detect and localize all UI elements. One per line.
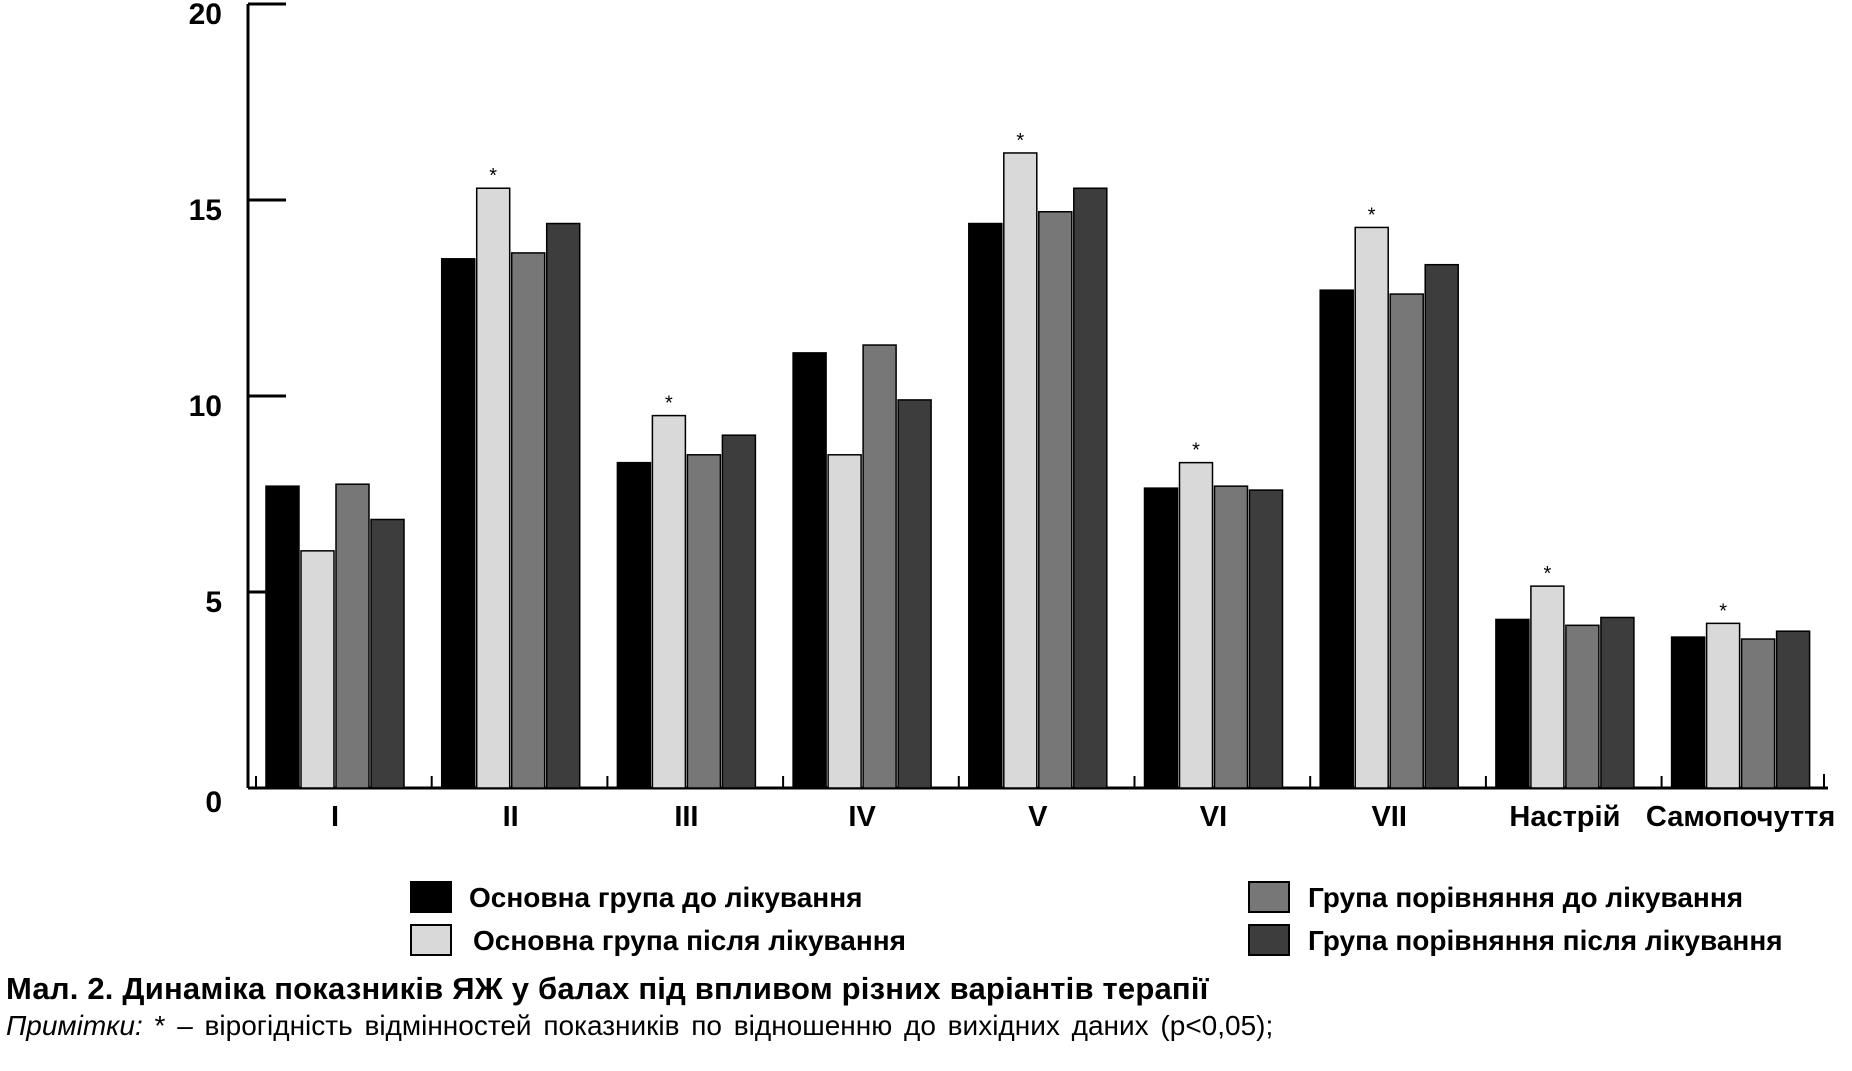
bar (335, 483, 370, 789)
category-label: VII (1371, 801, 1406, 833)
labels: I * II * III IV * V * VI * VII * Настрій * Самопочуття (331, 130, 1835, 833)
bar (1213, 485, 1249, 789)
bar (1143, 487, 1179, 789)
bar (1424, 263, 1459, 789)
bar (1670, 636, 1706, 789)
bar (1038, 211, 1073, 789)
caption-note: Примітки: * – вірогідність відмінностей … (6, 1008, 1846, 1044)
y-tick-label: 10 (189, 390, 222, 423)
bar (545, 222, 581, 789)
legend-label: Група порівняння до лікування (1308, 882, 1743, 913)
bar (1530, 585, 1565, 789)
category-label: II (503, 801, 519, 833)
y-tick-label: 5 (205, 586, 222, 619)
figure-caption: Мал. 2. Динаміка показників ЯЖ у балах п… (6, 970, 1846, 1044)
bar (370, 518, 405, 789)
bar (1565, 624, 1600, 789)
significance-marker: * (1719, 600, 1727, 622)
category-label: I (331, 801, 339, 833)
bar (1600, 616, 1635, 789)
significance-marker: * (1192, 440, 1200, 462)
bar (475, 187, 511, 789)
bar (1740, 638, 1776, 789)
legend: Основна група до лікування Основна група … (410, 881, 1783, 956)
bar (897, 399, 932, 789)
bar (862, 344, 897, 789)
bar (1178, 461, 1214, 789)
bar (1705, 622, 1741, 789)
chart: 0 5 10 15 20 I * II * III IV * V * VI * VII * Настрій * Сам… (189, 0, 1835, 956)
bar (1319, 289, 1354, 789)
caption-note-text: * – вірогідність відмінностей показників… (142, 1010, 1274, 1041)
bar (1775, 630, 1811, 789)
y-tick-label: 20 (189, 0, 222, 31)
bar (265, 485, 300, 789)
bar (510, 252, 546, 789)
caption-note-label: Примітки: (6, 1010, 143, 1041)
legend-swatch (1248, 881, 1290, 913)
bar (440, 258, 476, 789)
category-label: VI (1200, 801, 1227, 833)
significance-marker: * (1544, 563, 1552, 585)
significance-marker: * (1016, 130, 1024, 152)
bar (721, 434, 757, 789)
caption-title: Мал. 2. Динаміка показників ЯЖ у балах п… (6, 971, 1209, 1006)
bar (1354, 226, 1389, 789)
category-label: III (674, 801, 698, 833)
bar (616, 461, 652, 789)
y-tick-label: 0 (205, 786, 222, 819)
bar (827, 454, 862, 789)
significance-marker: * (665, 393, 673, 415)
bar (792, 352, 827, 789)
bar (300, 550, 335, 789)
bar (1495, 618, 1530, 789)
category-label: IV (848, 801, 876, 833)
legend-label: Група порівняння після лікування (1308, 925, 1783, 956)
legend-swatch (410, 924, 452, 956)
bar (1248, 489, 1284, 789)
bar (1389, 293, 1424, 789)
legend-swatch (1248, 924, 1290, 956)
bars (265, 152, 1811, 789)
significance-marker: * (489, 165, 497, 187)
bar (968, 222, 1003, 789)
significance-marker: * (1368, 204, 1376, 226)
legend-label: Основна група до лікування (469, 882, 862, 913)
bar (686, 454, 722, 789)
y-tick-label: 15 (189, 194, 222, 227)
category-label: V (1028, 801, 1048, 833)
legend-label: Основна група після лікування (473, 925, 906, 956)
bar (651, 414, 687, 789)
legend-swatch (410, 881, 452, 913)
bar (1073, 187, 1108, 789)
category-label: Самопочуття (1646, 801, 1835, 833)
bar (1003, 152, 1038, 789)
category-label: Настрій (1509, 801, 1620, 833)
